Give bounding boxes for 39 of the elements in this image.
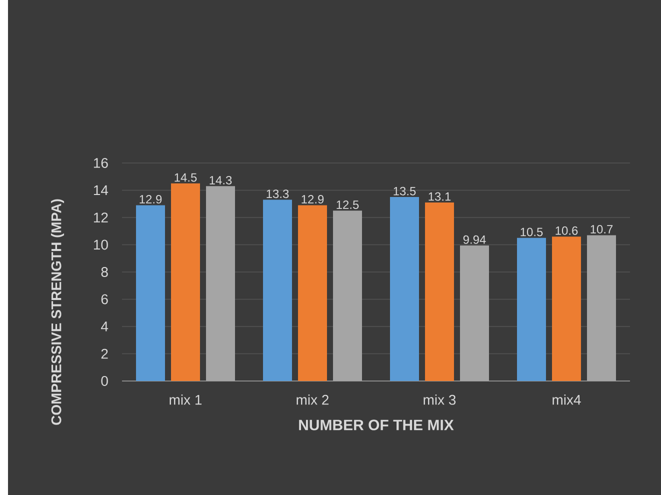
bar: [460, 246, 489, 381]
bar: [298, 205, 328, 381]
bar: [552, 236, 581, 381]
bar: [586, 235, 616, 381]
y-tick-label: 6: [101, 294, 108, 304]
bar: [136, 205, 166, 381]
x-axis-title: NUMBER OF THE MIX: [299, 420, 454, 430]
y-tick-label: 14: [94, 185, 108, 196]
data-label: 13.1: [428, 192, 451, 201]
bar: [516, 238, 546, 381]
data-label: 14.5: [174, 173, 197, 182]
y-tick-label: 8: [101, 267, 108, 277]
y-tick-label: 12: [94, 212, 108, 222]
data-label: 14.3: [210, 176, 232, 184]
y-tick-label: 16: [94, 158, 108, 168]
bar: [425, 202, 454, 381]
x-tick-label: mix 2: [296, 394, 329, 405]
data-label: 10.5: [520, 228, 543, 236]
data-label: 12.9: [302, 195, 324, 204]
data-label: 13.3: [266, 190, 289, 198]
y-axis-title: COMPRESSIVE STRENGTH (MPA): [50, 199, 64, 425]
bar: [206, 186, 236, 381]
x-tick-label: mix 3: [424, 394, 456, 405]
data-label: 13.5: [394, 186, 416, 196]
data-label: 12.5: [336, 200, 359, 209]
data-label: 10.6: [556, 226, 578, 235]
data-label: 10.7: [590, 225, 613, 234]
bar: [390, 197, 419, 381]
x-tick-label: mix4: [552, 394, 581, 405]
y-tick-label: 10: [94, 240, 108, 250]
x-tick-label: mix 1: [170, 394, 202, 405]
bar: [263, 200, 292, 381]
y-tick-label: 2: [101, 348, 108, 359]
bar: [171, 183, 200, 381]
data-label: 9.94: [463, 235, 486, 244]
y-tick-label: 4: [101, 322, 108, 332]
bar: [333, 210, 362, 381]
data-label: 12.9: [140, 195, 162, 204]
y-tick-label: 0: [101, 376, 108, 386]
